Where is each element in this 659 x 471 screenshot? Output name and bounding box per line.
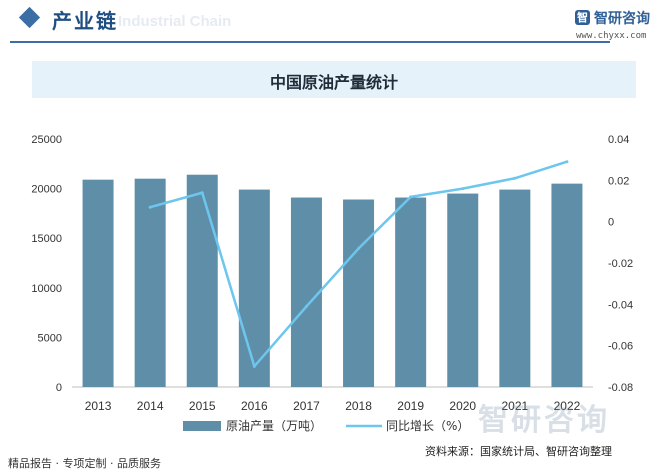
data-source: 资料来源：国家统计局、智研咨询整理 <box>425 445 612 458</box>
y-right-tick-label: -0.04 <box>608 299 633 311</box>
y-right-tick-label: 0 <box>608 217 614 229</box>
page-header: 产业链 Industrial Chain <box>0 0 659 43</box>
title-banner: 中国原油产量统计 <box>32 61 636 98</box>
footer-watermark: 智研咨询 <box>478 403 610 438</box>
bar-2020 <box>447 193 479 387</box>
growth-point-2020 <box>461 187 465 191</box>
growth-point-2014 <box>148 205 152 209</box>
bar-2018 <box>343 199 375 387</box>
x-tick-label: 2014 <box>137 399 164 413</box>
bar-2021 <box>499 189 531 387</box>
legend-label-bar: 原油产量（万吨） <box>226 419 322 433</box>
header-watermark: Industrial Chain <box>118 13 232 30</box>
x-tick-label: 2017 <box>293 399 320 413</box>
logo-icon: 智 <box>575 10 590 25</box>
y-left-tick-label: 20000 <box>31 184 62 196</box>
brand-logo[interactable]: 智 智研咨询 www.chyxx.com <box>575 8 655 48</box>
y-left-tick-label: 25000 <box>31 134 62 146</box>
legend-label-line: 同比增长（%） <box>386 419 469 433</box>
growth-point-2015 <box>200 191 204 195</box>
bar-2019 <box>395 197 427 387</box>
y-right-tick-label: -0.02 <box>608 258 633 270</box>
growth-point-2022 <box>565 160 569 164</box>
header-title: 产业链 <box>52 9 118 33</box>
legend-swatch-bar <box>183 421 221 431</box>
header-divider <box>10 41 610 43</box>
x-tick-label: 2021 <box>501 399 528 413</box>
y-left-tick-label: 5000 <box>38 332 62 344</box>
logo-url: www.chyxx.com <box>576 31 647 41</box>
bar-2016 <box>238 189 270 387</box>
page-footer: 智研咨询 精品报告 · 专项定制 · 品质服务 资料来源：国家统计局、智研咨询整… <box>0 403 659 471</box>
y-left-tick-label: 15000 <box>31 233 62 245</box>
chart-title: 中国原油产量统计 <box>269 73 398 92</box>
x-tick-label: 2016 <box>241 399 268 413</box>
y-right-tick-label: 0.02 <box>608 175 629 187</box>
x-tick-label: 2015 <box>189 399 216 413</box>
x-tick-label: 2022 <box>554 399 581 413</box>
footer-tagline: 精品报告 · 专项定制 · 品质服务 <box>8 457 161 470</box>
growth-point-2019 <box>409 195 413 199</box>
x-tick-label: 2013 <box>85 399 112 413</box>
logo-name: 智研咨询 <box>594 11 650 27</box>
x-tick-label: 2020 <box>449 399 476 413</box>
y-right-tick-label: -0.06 <box>608 341 633 353</box>
bar-2014 <box>134 178 166 387</box>
bar-2013 <box>82 179 114 387</box>
x-tick-label: 2018 <box>345 399 372 413</box>
growth-point-2016 <box>252 364 256 368</box>
growth-point-2017 <box>304 304 308 308</box>
y-right-tick-label: -0.08 <box>608 382 633 394</box>
growth-point-2021 <box>513 176 517 180</box>
y-left-tick-label: 0 <box>56 382 62 394</box>
x-tick-label: 2019 <box>397 399 424 413</box>
y-right-tick-label: 0.04 <box>608 134 629 146</box>
growth-point-2018 <box>357 247 361 251</box>
bar-2015 <box>186 174 218 387</box>
bar-2017 <box>290 197 322 387</box>
y-left-tick-label: 10000 <box>31 283 62 295</box>
bar-2022 <box>551 183 583 387</box>
